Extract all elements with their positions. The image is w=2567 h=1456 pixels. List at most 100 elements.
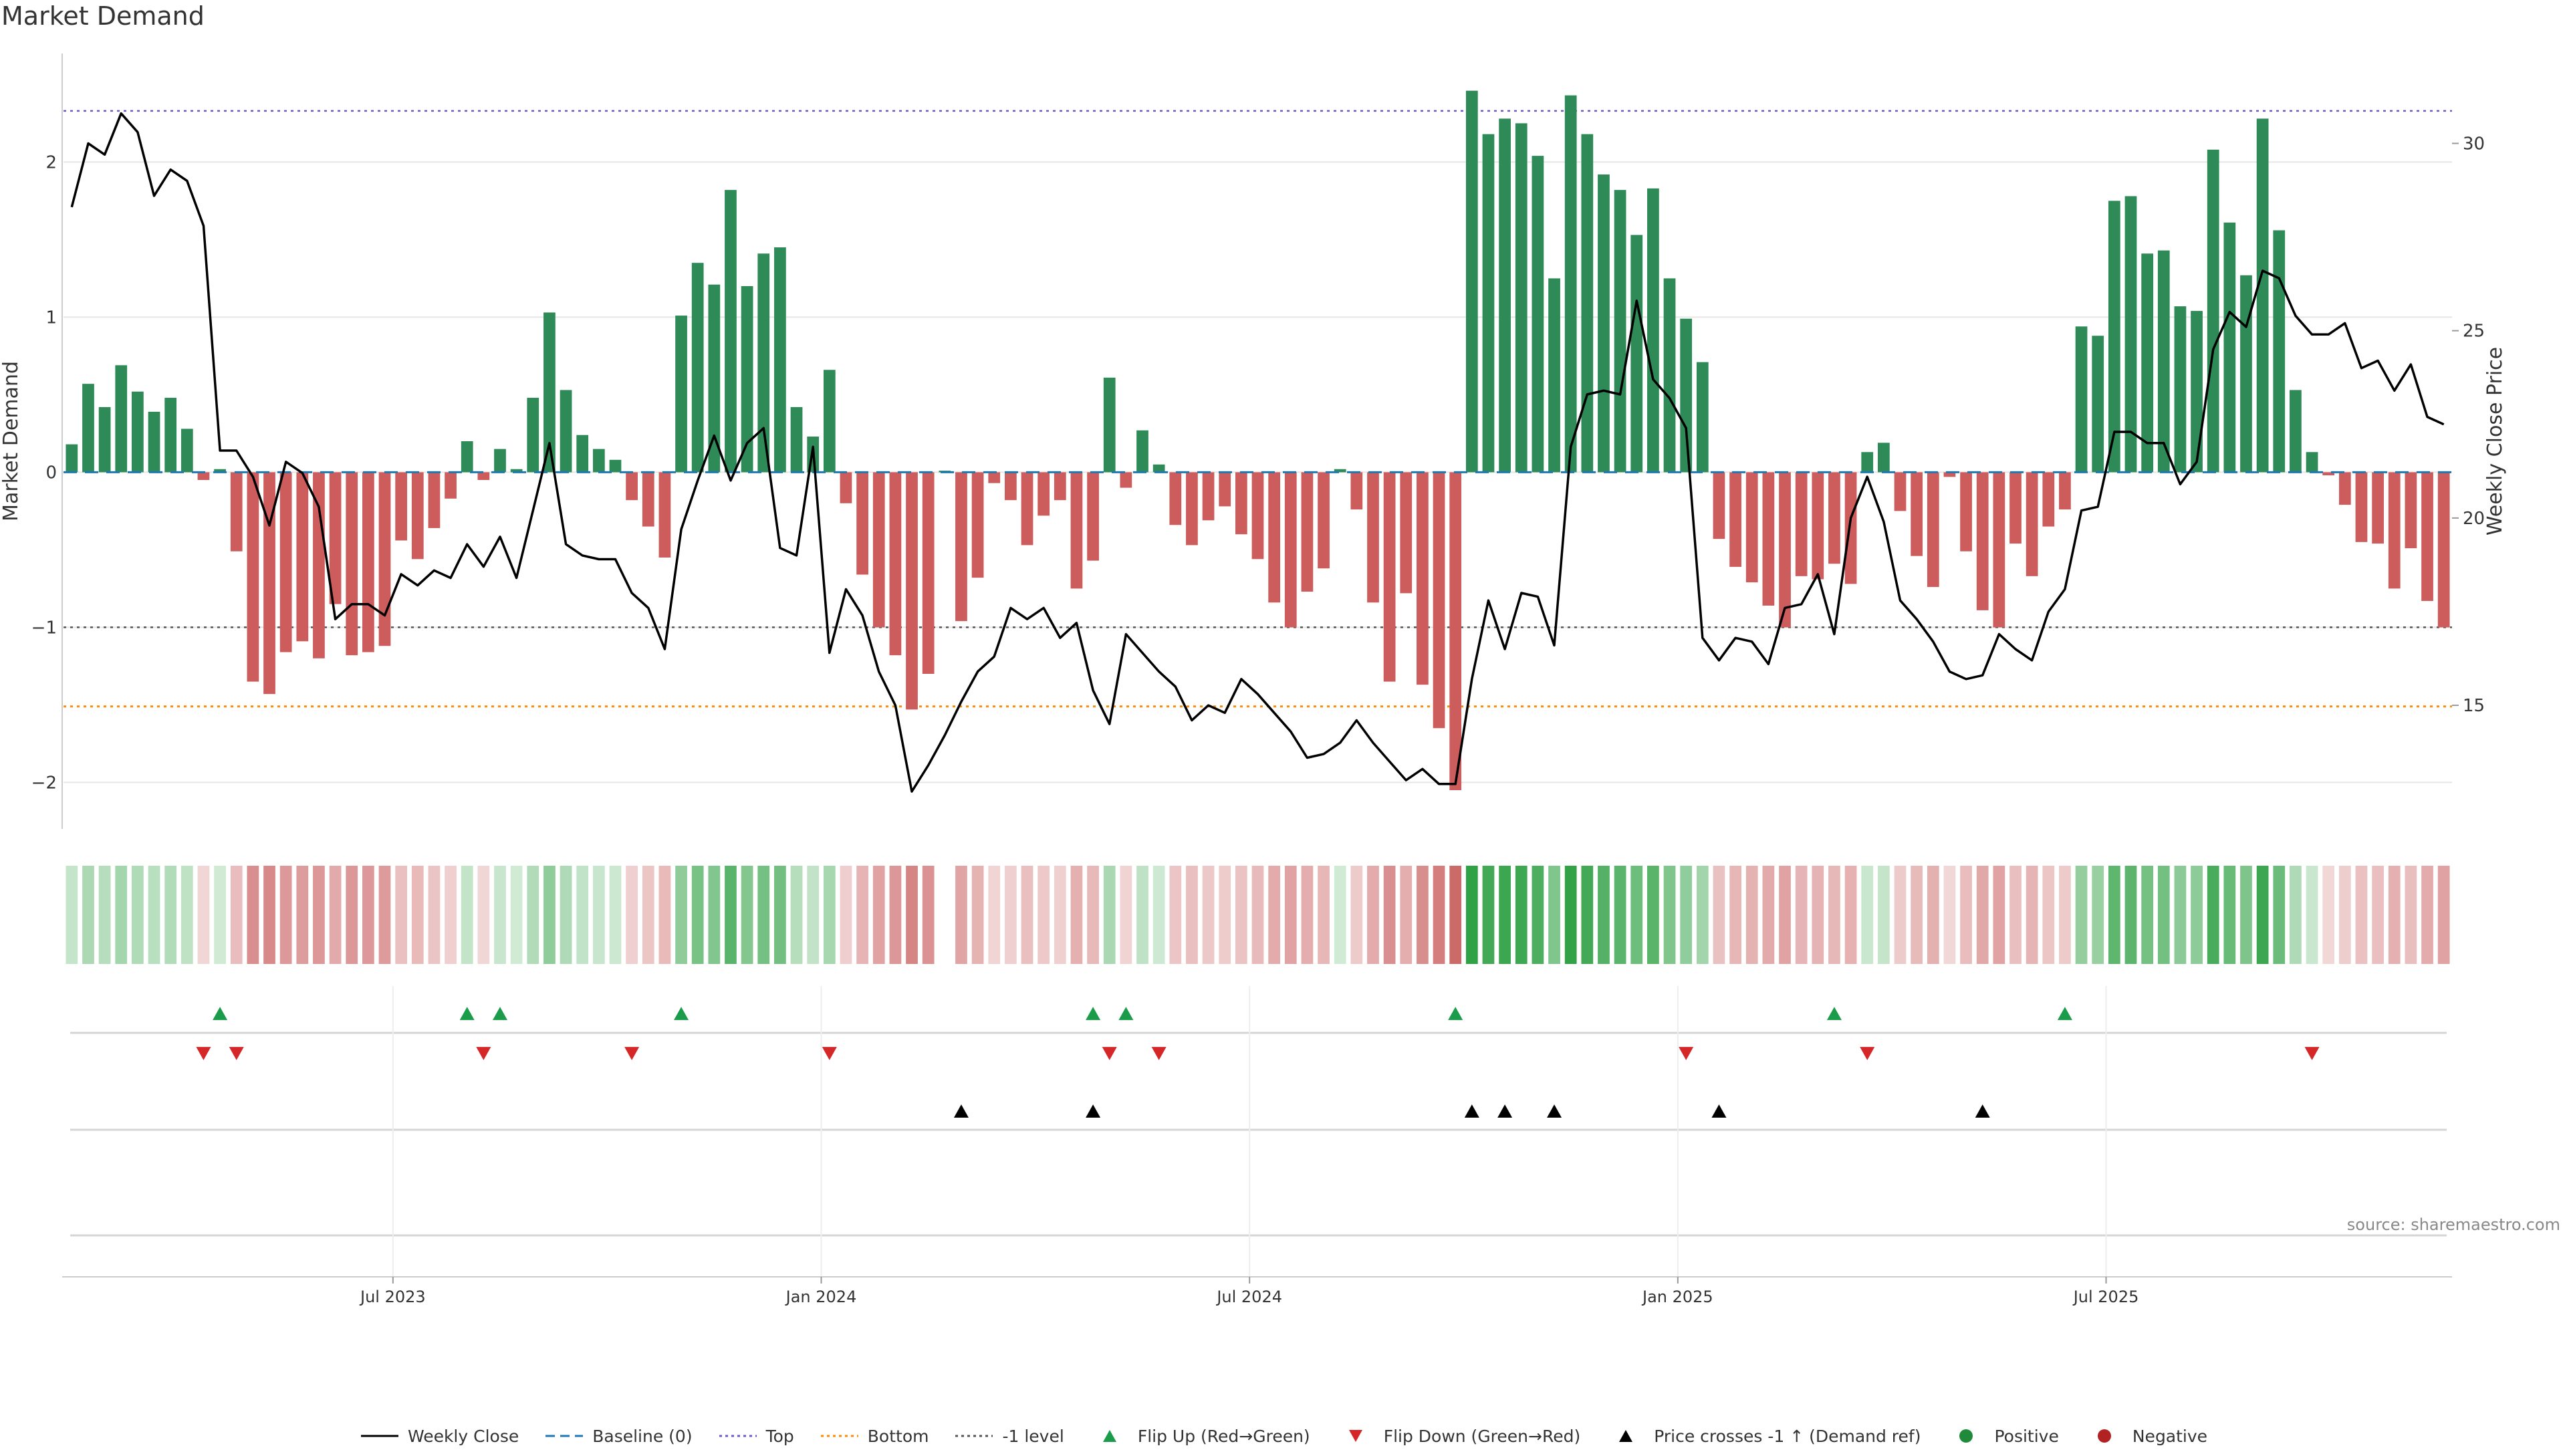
legend-item-positive: Positive	[1946, 1426, 2059, 1446]
heat-strip-cell	[1284, 866, 1297, 964]
demand-bar	[2141, 253, 2154, 473]
heat-strip-cell	[2290, 866, 2302, 964]
demand-bar	[1318, 472, 1330, 569]
heat-strip-cell	[296, 866, 309, 964]
demand-bar	[1433, 472, 1445, 729]
demand-bar	[971, 472, 984, 578]
heat-strip-cell	[1005, 866, 1017, 964]
demand-bar	[428, 472, 441, 528]
demand-bar	[1680, 318, 1693, 473]
legend-label-minus1: -1 level	[1002, 1426, 1064, 1446]
heat-strip-cell	[725, 866, 737, 964]
demand-bars	[64, 90, 2452, 790]
demand-bar	[2290, 390, 2302, 473]
demand-bar	[1136, 430, 1148, 473]
demand-bar	[1894, 472, 1907, 511]
heat-strip-cell	[1367, 866, 1379, 964]
heat-strip-cell	[1070, 866, 1083, 964]
heat-strip-cell	[2388, 866, 2401, 964]
demand-bar	[1186, 472, 1198, 545]
demand-bar	[346, 472, 358, 656]
demand-bar	[2059, 472, 2071, 510]
legend-label-positive: Positive	[1994, 1426, 2059, 1446]
heat-strip-cell	[840, 866, 852, 964]
legend-item-price: Weekly Close	[360, 1427, 519, 1446]
legend-item-flip_down: Flip Down (Green→Red)	[1336, 1426, 1581, 1446]
demand-bar	[1037, 472, 1050, 516]
demand-bar	[906, 472, 918, 710]
demand-bar	[658, 472, 671, 558]
heat-strip-cell	[1680, 866, 1693, 964]
demand-bar	[1779, 472, 1791, 628]
y2-tick-label: 25	[2463, 322, 2485, 342]
heat-strip-cell	[2075, 866, 2088, 964]
heat-strip-cell	[2092, 866, 2104, 964]
heat-strip-cell	[642, 866, 654, 964]
demand-bar	[725, 190, 737, 473]
price-cross-marker	[1464, 1104, 1479, 1118]
legend-item-top: Top	[718, 1427, 794, 1446]
y2-tick-label: 15	[2463, 696, 2485, 716]
heat-strip-cell	[2174, 866, 2187, 964]
heat-strip-cell	[1400, 866, 1413, 964]
heat-strip-cell	[1449, 866, 1462, 964]
heat-strip-cell	[477, 866, 490, 964]
heat-strip-cell	[922, 866, 935, 964]
demand-bar	[1235, 472, 1247, 535]
demand-bar	[527, 398, 539, 473]
demand-bar	[2026, 472, 2038, 576]
demand-bar	[477, 472, 490, 480]
heat-strip-cell	[2108, 866, 2120, 964]
heat-strip-cell	[1301, 866, 1314, 964]
demand-bar	[675, 316, 687, 473]
heat-strip-cell	[1729, 866, 1741, 964]
demand-bar	[1532, 156, 1544, 473]
flip-down-marker	[1860, 1047, 1875, 1060]
heat-strip-cell	[2191, 866, 2203, 964]
heat-strip-cell	[1630, 866, 1643, 964]
demand-bar	[922, 472, 935, 674]
demand-bar	[2322, 472, 2335, 476]
legend-item-minus1: -1 level	[954, 1427, 1064, 1446]
demand-bar	[445, 472, 457, 499]
signal-markers	[70, 986, 2447, 1277]
demand-bar	[279, 472, 292, 652]
heat-strip-cell	[1663, 866, 1676, 964]
legend-label-flip_down: Flip Down (Green→Red)	[1383, 1426, 1581, 1446]
demand-bar	[872, 472, 885, 628]
price-cross-marker	[1497, 1104, 1513, 1118]
y-tick-label: 0	[45, 463, 57, 483]
legend-swatch-baseline	[545, 1435, 584, 1437]
heat-strip-cell	[971, 866, 984, 964]
demand-bar	[592, 449, 605, 473]
flip-down-marker	[1151, 1047, 1167, 1060]
legend-swatch-flip_down	[1348, 1430, 1362, 1442]
heat-strip-cell	[279, 866, 292, 964]
legend-swatch-minus1	[955, 1435, 993, 1437]
demand-bar	[313, 472, 325, 658]
demand-bar	[1417, 472, 1429, 685]
demand-bar	[247, 472, 259, 682]
legend-item-negative: Negative	[2084, 1427, 2207, 1446]
demand-bar	[823, 370, 836, 473]
demand-bar	[1021, 472, 1033, 545]
demand-bar	[1911, 472, 1923, 556]
demand-bar	[1745, 472, 1758, 583]
heat-strip-cell	[774, 866, 786, 964]
legend-label-negative: Negative	[2132, 1426, 2208, 1446]
heat-strip-cell	[1268, 866, 1281, 964]
demand-bar	[378, 472, 391, 646]
y-axis-label: Market Demand	[0, 361, 23, 521]
demand-bar	[856, 472, 868, 575]
demand-bar	[1993, 472, 2005, 628]
heat-strip-cell	[1894, 866, 1907, 964]
price-cross-marker	[1975, 1104, 1990, 1118]
demand-bar	[1251, 472, 1264, 560]
demand-bar	[1367, 472, 1379, 603]
heat-strip-cell	[346, 866, 358, 964]
heat-strip-cell	[1779, 866, 1791, 964]
heat-strip-cell	[592, 866, 605, 964]
x-tick-label: Jul 2025	[2072, 1288, 2139, 1306]
legend-swatch-top	[719, 1435, 757, 1437]
y-tick-label: −2	[31, 773, 57, 793]
